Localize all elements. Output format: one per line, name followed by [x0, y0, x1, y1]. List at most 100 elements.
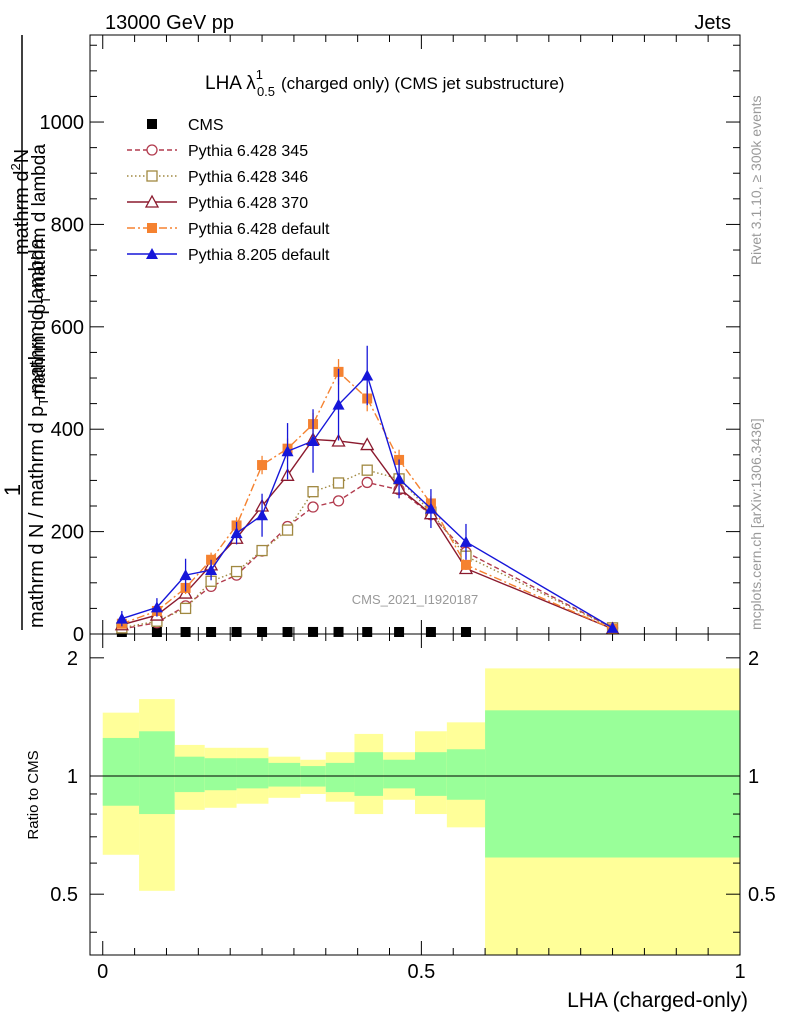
- series-point-p346: [307, 486, 319, 498]
- x-tick-label: 0: [97, 961, 108, 983]
- plot-title-rest: (charged only) (CMS jet substructure): [281, 74, 564, 93]
- ratio-band-inner: [325, 762, 355, 793]
- y-label-num-d: mathrm d: [11, 171, 33, 255]
- ratio-y-tick-label-right: 0.5: [748, 884, 776, 906]
- series-point-p370: [331, 433, 346, 447]
- y-label-num-n: N: [11, 149, 33, 163]
- series-point-p8def: [361, 369, 374, 381]
- legend-marker-p345: [146, 144, 158, 156]
- y-label-num-bottom-left: mathrm d p: [29, 304, 50, 400]
- legend-label-cms: CMS: [188, 117, 224, 134]
- series-point-cms: [257, 627, 268, 637]
- series-point-p345: [361, 476, 373, 489]
- series-point-cms: [333, 626, 344, 637]
- ratio-band-inner: [354, 752, 384, 796]
- series-point-p346: [179, 602, 192, 615]
- series-point-p346: [332, 477, 345, 489]
- y-label-prefactor: 1: [0, 484, 25, 496]
- legend-label-p345: Pythia 6.428 345: [188, 143, 308, 160]
- ratio-band-inner: [268, 762, 301, 787]
- series-point-p6def: [257, 460, 268, 471]
- series-point-p346: [281, 524, 294, 536]
- series-point-cms: [151, 627, 162, 637]
- y-label-numerator-top: mathrm d2N: [8, 149, 33, 255]
- series-point-p8def: [256, 509, 269, 521]
- series-point-p345: [332, 495, 345, 507]
- ratio-band-inner: [102, 737, 140, 806]
- series-point-p8def: [307, 434, 320, 446]
- series-point-p8def: [150, 601, 163, 613]
- ratio-band-inner: [174, 756, 205, 793]
- legend-label-p8def: Pythia 8.205 default: [188, 247, 330, 264]
- ratio-bands: [102, 668, 740, 955]
- y-label-den-right: mathrm d lambda: [26, 237, 48, 393]
- ratio-band-inner: [415, 752, 447, 796]
- series-point-p345: [307, 501, 319, 513]
- legend-marker-p346: [146, 170, 158, 182]
- plot-title-sup: 1: [256, 67, 263, 82]
- legend-marker-p8def: [146, 248, 158, 259]
- plot-title-sub: 0.5: [257, 84, 275, 99]
- x-tick-label: 0.5: [407, 961, 435, 983]
- legend-marker-p6def: [147, 223, 157, 233]
- upper-plot-area: 0 200 400 600 800 1000: [40, 34, 741, 646]
- y-label-num-bottom-right: mathrm d lambda: [29, 144, 50, 292]
- series-point-cms: [180, 627, 191, 637]
- series-point-cms: [362, 627, 373, 637]
- analysis-watermark: CMS_2021_I1920187: [352, 592, 479, 607]
- y-label-den-left: mathrm d N / mathrm d p: [26, 406, 48, 628]
- series-point-cms: [425, 627, 436, 637]
- ratio-y-tick-label: 1: [67, 766, 78, 788]
- ratio-band-inner: [446, 749, 486, 800]
- upper-y-tick-label: 1000: [40, 112, 85, 134]
- y-label-num-sup: 2: [8, 163, 23, 170]
- series-point-p346: [230, 565, 243, 578]
- legend-label-p346: Pythia 6.428 346: [188, 169, 308, 186]
- ratio-y-tick-label: 2: [67, 648, 78, 670]
- series-point-p8def: [115, 612, 128, 624]
- ratio-y-tick-label-right: 1: [748, 766, 759, 788]
- series-point-cms: [231, 627, 242, 637]
- ratio-band-inner: [485, 710, 740, 858]
- legend: CMS Pythia 6.428 345 Pythia 6.428 346 Pythi…: [127, 117, 330, 264]
- legend-label-p6def: Pythia 6.428 default: [188, 221, 330, 238]
- ratio-band-inner: [139, 731, 175, 815]
- series-point-p370: [360, 437, 375, 451]
- ratio-y-tick-label: 0.5: [50, 884, 78, 906]
- series-point-cms: [394, 627, 405, 637]
- upper-y-tick-label: 200: [51, 522, 84, 544]
- ratio-plot-area: 0 0.5 1 0.5 0.5 1 1 2 2: [50, 633, 776, 983]
- header-energy: 13000 GeV pp: [105, 12, 234, 34]
- ratio-frame: [89, 633, 741, 956]
- upper-y-tick-label: 600: [51, 317, 84, 339]
- ratio-y-tick-label-right: 2: [748, 648, 759, 670]
- series-point-p8def: [230, 527, 243, 539]
- series-point-p8def: [393, 472, 406, 484]
- series-point-p346: [361, 464, 373, 476]
- ratio-band-inner: [383, 759, 415, 789]
- series-point-cms: [206, 627, 217, 637]
- series-point-p8def: [281, 445, 294, 457]
- x-tick-label: 1: [734, 961, 745, 983]
- legend-marker-cms: [147, 119, 157, 129]
- upper-y-tick-label: 0: [73, 624, 84, 646]
- rivet-label: Rivet 3.1.10, ≥ 300k events: [748, 95, 764, 265]
- series-line-p8def: [121, 374, 613, 629]
- upper-y-tick-label: 400: [51, 419, 84, 441]
- legend-marker-p370: [144, 194, 160, 208]
- plot-title: LHA λ1 0.5 (charged only) (CMS jet substru…: [205, 67, 564, 99]
- y-axis-label: 1 mathrm d N / mathrm d pTmathrm d lambd…: [0, 35, 53, 630]
- series-point-p8def: [205, 564, 218, 576]
- y-label-den-sub: T: [36, 398, 51, 406]
- ratio-band-inner: [204, 758, 237, 791]
- y-label-denominator: mathrm d N / mathrm d pTmathrm d lambda: [26, 237, 51, 628]
- ratio-band-inner: [236, 758, 269, 789]
- series-point-p8def: [179, 569, 192, 581]
- header-process: Jets: [694, 12, 731, 34]
- ratio-y-label: Ratio to CMS: [25, 750, 42, 839]
- series-point-p8def: [606, 621, 619, 633]
- series-point-p6def: [460, 559, 471, 570]
- series-point-cms: [460, 627, 471, 637]
- series-point-p346: [256, 544, 268, 557]
